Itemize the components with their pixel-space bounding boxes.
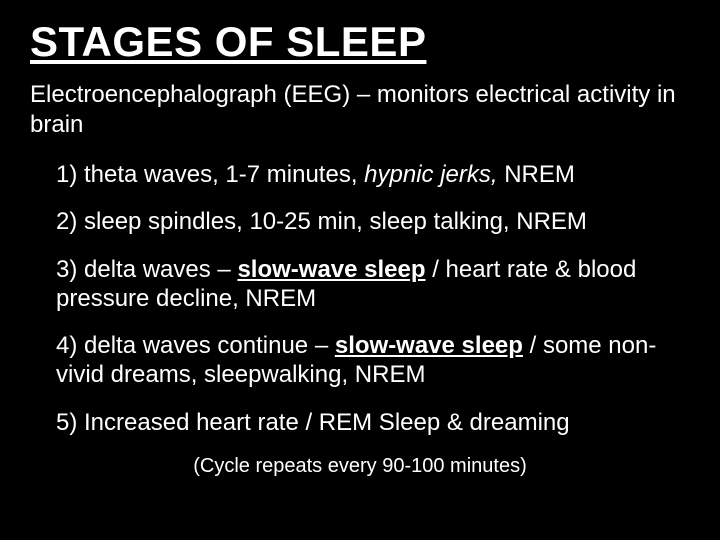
- item-text: sleep spindles, 10-25 min, sleep talking…: [77, 208, 587, 235]
- list-item: 3) delta waves – slow-wave sleep / heart…: [56, 255, 690, 314]
- item-text: delta waves –: [77, 256, 237, 283]
- slide-title: STAGES OF SLEEP: [30, 18, 690, 66]
- item-bold: slow-wave sleep: [237, 256, 425, 283]
- item-number: 1): [56, 161, 77, 188]
- item-text: Increased heart rate / REM Sleep & dream…: [77, 409, 569, 436]
- list-item: 1) theta waves, 1-7 minutes, hypnic jerk…: [56, 160, 690, 189]
- slide-footer: (Cycle repeats every 90-100 minutes): [30, 455, 690, 478]
- item-number: 2): [56, 208, 77, 235]
- slide-subtitle: Electroencephalograph (EEG) – monitors e…: [30, 80, 690, 140]
- list-item: 4) delta waves continue – slow-wave slee…: [56, 331, 690, 390]
- item-text: NREM: [498, 161, 575, 188]
- item-emphasis: hypnic jerks,: [364, 161, 497, 188]
- list-item: 2) sleep spindles, 10-25 min, sleep talk…: [56, 207, 690, 236]
- item-number: 5): [56, 409, 77, 436]
- item-number: 3): [56, 256, 77, 283]
- item-bold: slow-wave sleep: [335, 332, 523, 359]
- item-number: 4): [56, 332, 77, 359]
- stage-list: 1) theta waves, 1-7 minutes, hypnic jerk…: [30, 160, 690, 437]
- item-text: delta waves continue –: [77, 332, 335, 359]
- item-text: theta waves, 1-7 minutes,: [77, 161, 364, 188]
- list-item: 5) Increased heart rate / REM Sleep & dr…: [56, 408, 690, 437]
